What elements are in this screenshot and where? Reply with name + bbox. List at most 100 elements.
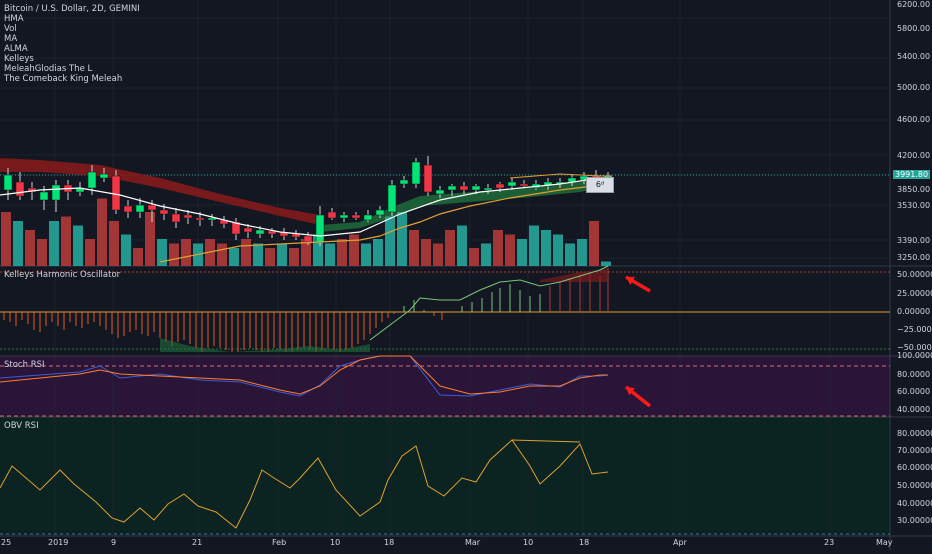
candle-body — [231, 221, 241, 235]
stoch-axis-label: 60.0000 — [897, 387, 931, 396]
kelleys-axis-label: −50.00000 — [897, 343, 932, 352]
volume-bar — [433, 243, 443, 266]
obv-divergence-line — [511, 439, 581, 443]
stoch-rsi-background — [0, 356, 890, 417]
stoch-axis-label: 100.0000 — [897, 351, 932, 360]
date-axis-label: 25 — [1, 538, 12, 547]
indicator-ma[interactable]: MA — [4, 34, 18, 44]
kelleys-axis-label: −25.00000 — [897, 325, 932, 334]
candle-body — [183, 214, 193, 219]
stoch-axis-label: 80.0000 — [897, 370, 931, 379]
date-axis-label: 21 — [192, 538, 203, 547]
date-axis-label: 2019 — [48, 538, 69, 547]
indicator-hma[interactable]: HMA — [4, 14, 24, 24]
kelleys-axis-label: 0.00000 — [897, 307, 931, 316]
volume-bar — [61, 216, 71, 266]
indicator-vol[interactable]: Vol — [4, 24, 17, 34]
alma-short-line — [509, 173, 612, 179]
indicator-alma[interactable]: ALMA — [4, 44, 28, 54]
volume-bar — [481, 243, 491, 266]
red-arrow-icon — [626, 387, 635, 396]
volume-bar — [541, 230, 551, 266]
candle-body — [159, 209, 169, 215]
candle-body — [447, 185, 457, 191]
kelleys-signal-line — [369, 265, 609, 341]
bar-countdown-label[interactable]: 6ᵈ — [586, 177, 614, 193]
volume-bar — [373, 239, 383, 266]
stoch-k-line — [0, 355, 609, 397]
candle-body — [39, 191, 49, 201]
volume-bar — [229, 248, 239, 266]
kelleys-axis-label: 50.00000 — [897, 270, 932, 279]
candle-body — [399, 179, 409, 185]
obv-axis-label: 60.00000 — [897, 463, 932, 472]
candle-body — [435, 189, 445, 195]
candle-body — [495, 183, 505, 189]
candle-body — [171, 213, 181, 223]
date-axis-label: 18 — [384, 538, 395, 547]
volume-bar — [169, 243, 179, 266]
indicator-comeback-king[interactable]: The Comeback King Meleah — [4, 74, 123, 84]
volume-bar — [349, 234, 359, 266]
price-axis-label: 6200.00 — [897, 0, 931, 9]
volume-bar — [457, 225, 467, 266]
stoch-d-line — [0, 355, 608, 395]
kelleys-axis-label: 25.00000 — [897, 289, 932, 298]
volume-bar — [277, 243, 287, 266]
candle-body — [327, 211, 337, 219]
candle-body — [243, 227, 253, 233]
volume-bar — [517, 239, 527, 266]
candle-body — [543, 181, 553, 187]
candle-body — [207, 217, 217, 221]
candle-body — [459, 185, 469, 191]
price-axis-label: 5800.00 — [897, 24, 931, 33]
volume-bar — [181, 239, 191, 266]
volume-bar — [217, 243, 227, 266]
volume-bar — [133, 248, 143, 266]
price-axis-label: 5400.00 — [897, 52, 931, 61]
date-axis-label: Mar — [465, 538, 481, 547]
volume-bar — [1, 212, 11, 266]
candle-body — [351, 214, 361, 219]
volume-bar — [397, 212, 407, 266]
candle-body — [15, 181, 25, 197]
stoch-axis-label: 40.0000 — [897, 405, 931, 414]
price-axis-label: 5000.00 — [897, 83, 931, 92]
chart-legend: Bitcoin / U.S. Dollar, 2D, GEMINI HMA Vo… — [4, 4, 140, 84]
kelleys-green-fill — [160, 338, 370, 352]
stoch-rsi-pane-title[interactable]: Stoch RSI — [4, 360, 45, 370]
candle-body — [507, 181, 517, 187]
candle-body — [51, 184, 61, 201]
date-axis-label: 18 — [579, 538, 590, 547]
price-axis-label: 4600.00 — [897, 115, 931, 124]
volume-bar — [553, 234, 563, 266]
date-axis-label: 9 — [111, 538, 117, 547]
kelleys-pane-title[interactable]: Kelleys Harmonic Oscillator — [4, 270, 121, 280]
date-axis-label: 10 — [330, 538, 341, 547]
obv-axis-label: 30.00000 — [897, 516, 932, 525]
candle-body — [315, 214, 325, 243]
volume-bar — [493, 230, 503, 266]
volume-bar — [289, 248, 299, 266]
volume-bar — [529, 225, 539, 266]
volume-bar — [253, 243, 263, 266]
candle-body — [375, 209, 385, 216]
green-trend-band — [320, 178, 610, 232]
volume-bar — [97, 198, 107, 266]
obv-rsi-pane-title[interactable]: OBV RSI — [4, 421, 39, 431]
volume-bar — [337, 239, 347, 266]
candle-body — [99, 173, 109, 179]
obv-rsi-background — [0, 417, 890, 535]
indicator-meleah-glodias[interactable]: MeleahGlodias The L — [4, 64, 93, 74]
candle-body — [339, 214, 349, 219]
candle-body — [363, 214, 373, 221]
indicator-kelleys[interactable]: Kelleys — [4, 54, 34, 64]
volume-bar — [445, 230, 455, 266]
obv-rsi-line — [0, 439, 609, 529]
volume-bar — [565, 243, 575, 266]
candle-body — [255, 229, 265, 235]
volume-bar — [157, 239, 167, 266]
candle-body — [411, 161, 421, 185]
candle-body — [303, 235, 313, 243]
